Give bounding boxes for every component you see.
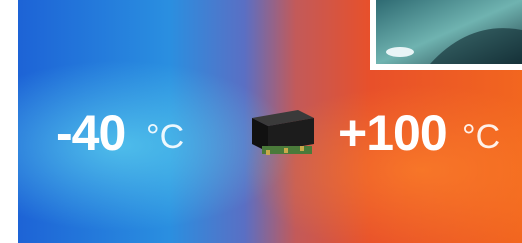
min-temperature: -40 xyxy=(56,105,125,161)
max-temperature: +100 xyxy=(338,105,447,161)
sensor-chip xyxy=(252,110,314,155)
max-temperature-unit: °C xyxy=(462,118,500,156)
inset-photo xyxy=(370,0,522,70)
min-temperature-unit: °C xyxy=(146,118,184,156)
page: -40 °C +100 °C (() => { const data = JSO… xyxy=(0,0,522,243)
hero-image: -40 °C +100 °C xyxy=(0,0,522,243)
